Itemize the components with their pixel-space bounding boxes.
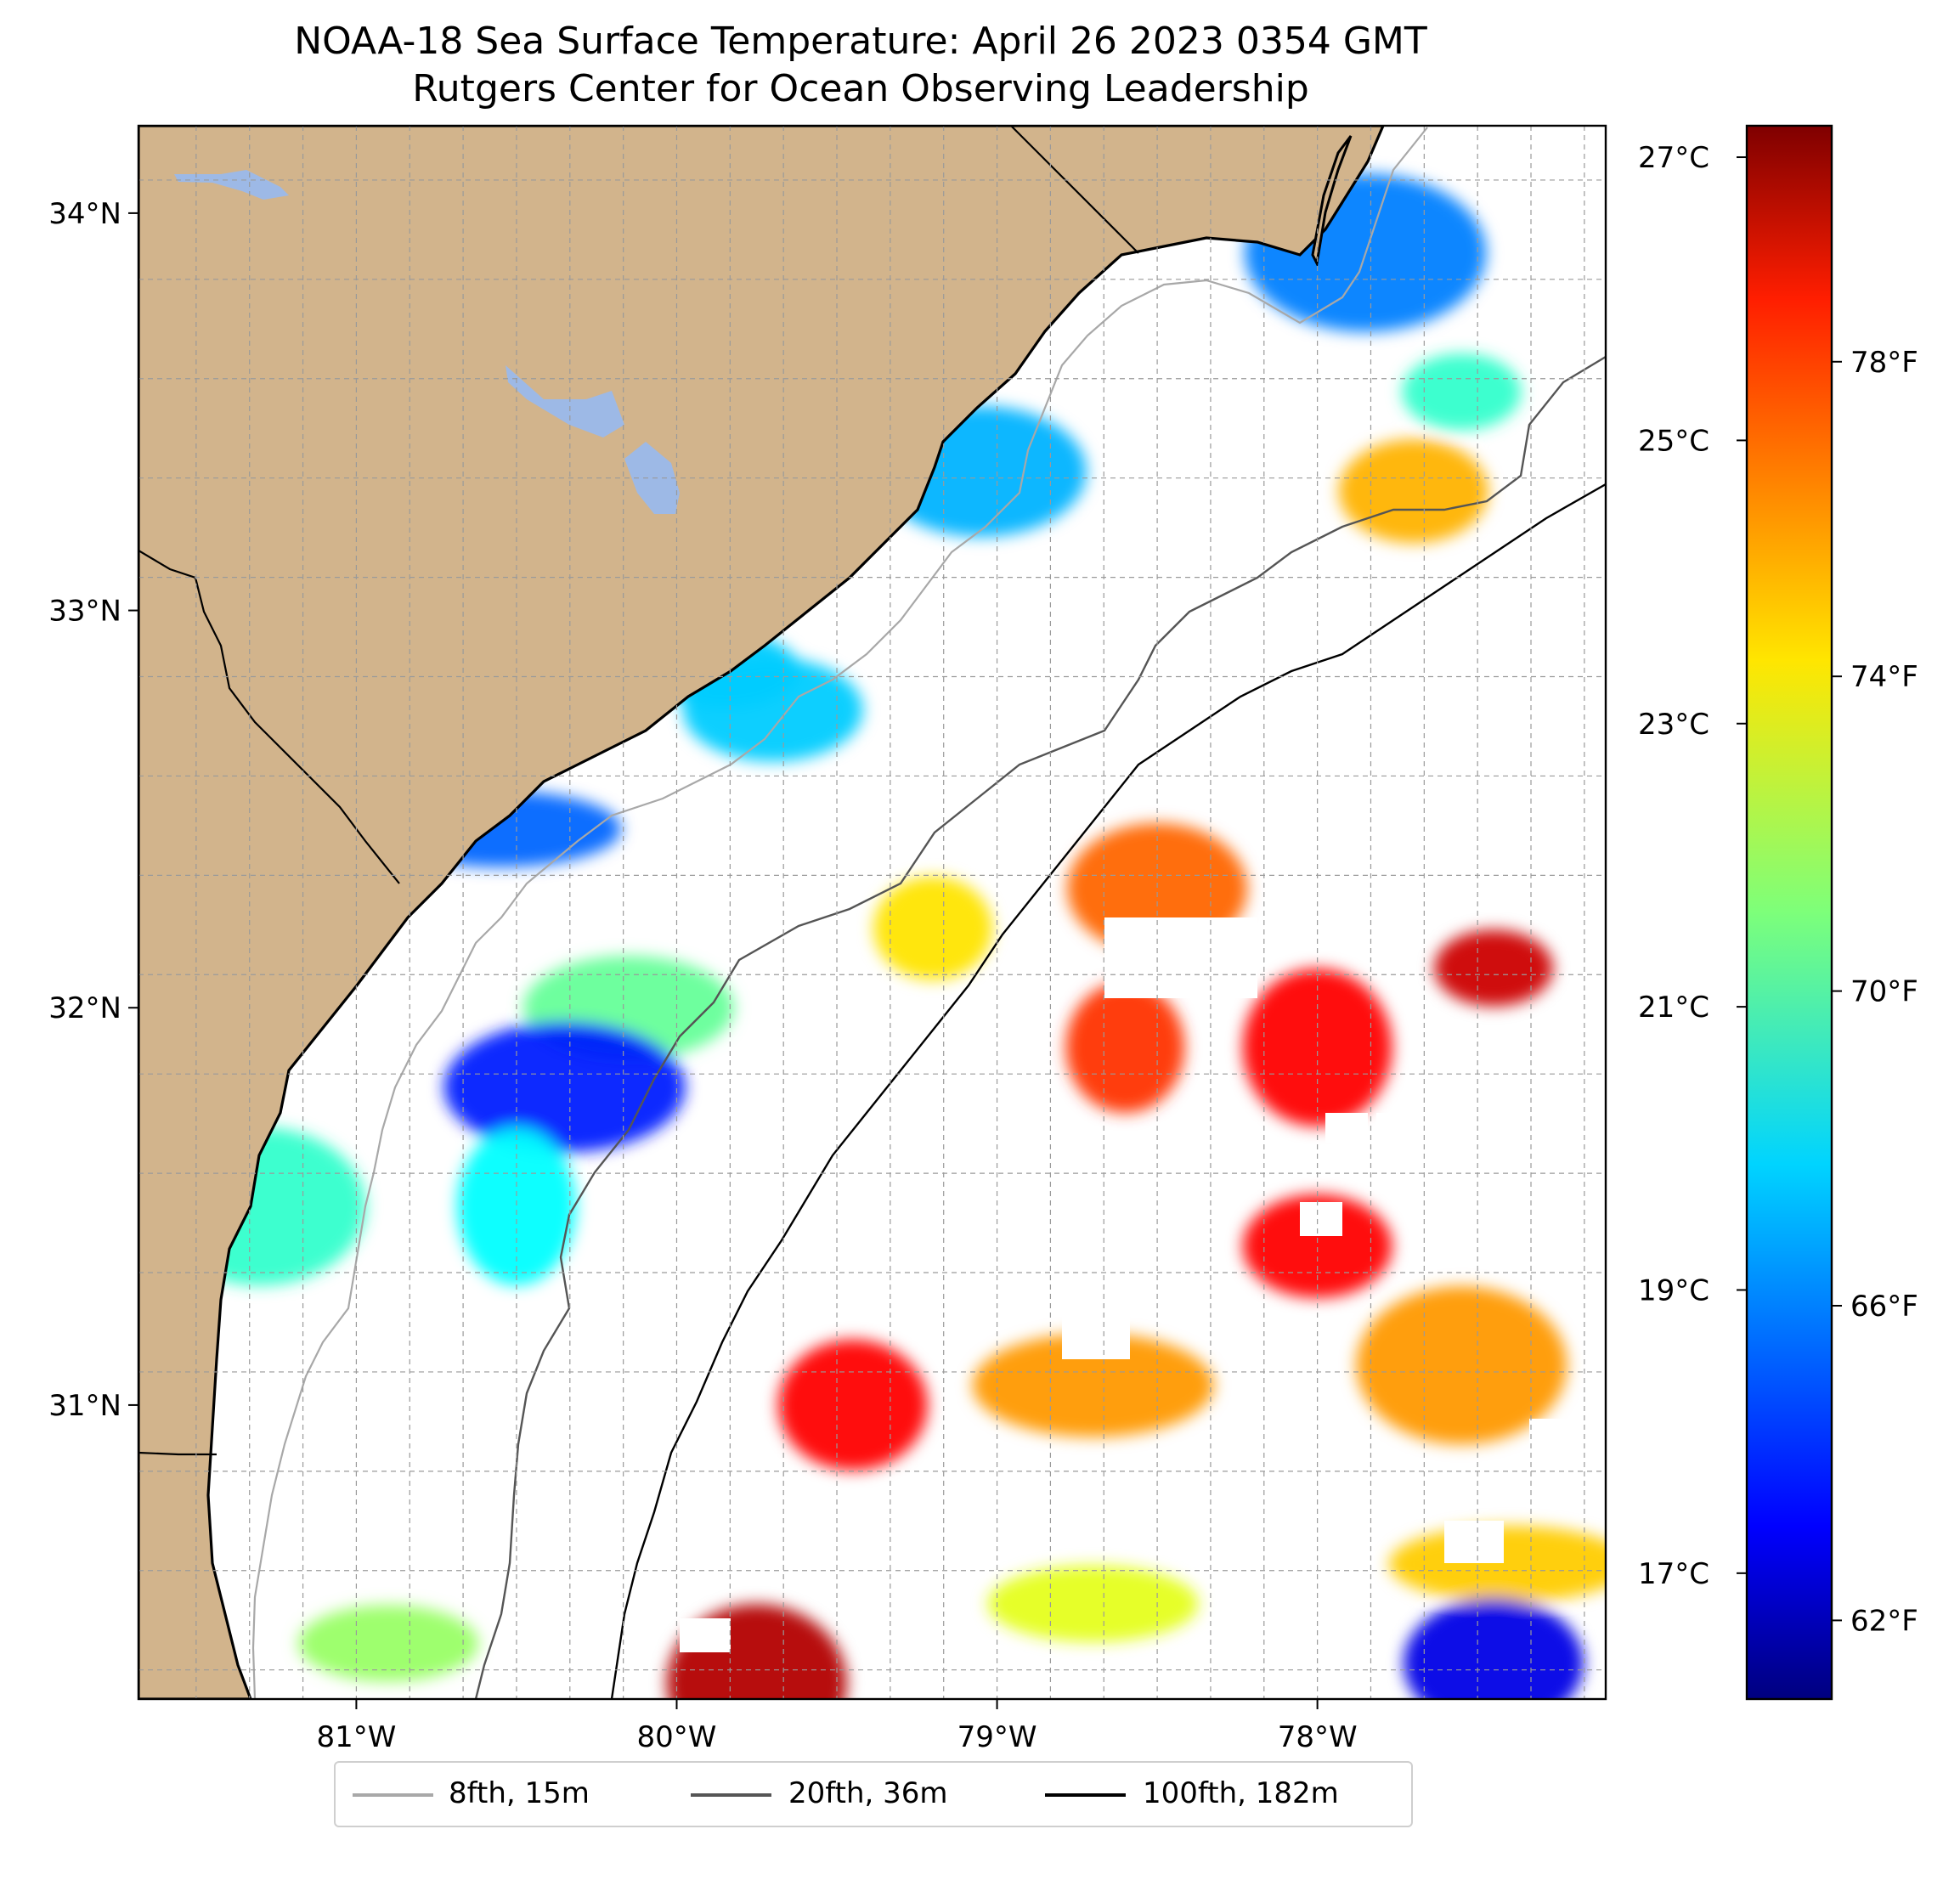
fahrenheit-tick-label: 62°F: [1850, 1604, 1918, 1638]
fahrenheit-tick-label: 66°F: [1850, 1290, 1918, 1324]
celsius-tick-label: 25°C: [1638, 424, 1709, 458]
latitude-axis: 34°N 33°N 32°N 31°N: [48, 197, 138, 1423]
cloud-gap: [803, 1011, 854, 1045]
map-area: [138, 126, 1606, 1699]
lat-tick-label: 32°N: [48, 991, 121, 1025]
cloud-gap: [1529, 1419, 1576, 1465]
cloud-gap: [1376, 1113, 1410, 1143]
celsius-tick-label: 27°C: [1638, 141, 1709, 175]
isobath-100fth: [610, 483, 1606, 1699]
isobaths: [251, 127, 1606, 1699]
sst-region: [972, 1333, 1214, 1437]
fahrenheit-tick-label: 70°F: [1850, 975, 1918, 1009]
sst-region: [873, 876, 993, 980]
coastline-land: [138, 126, 1385, 1699]
isobath-8fth: [251, 127, 1428, 1699]
sst-region: [1242, 1194, 1392, 1298]
fahrenheit-tick-label: 78°F: [1850, 346, 1918, 380]
lat-tick-label: 34°N: [48, 197, 121, 231]
sst-region: [443, 1021, 686, 1153]
state-border-sc-ga: [138, 550, 400, 884]
colorbar-fahrenheit-axis: 78°F 74°F 70°F 66°F 62°F: [1832, 346, 1918, 1638]
figure-title: NOAA-18 Sea Surface Temperature: April 2…: [294, 20, 1427, 63]
longitude-axis: 81°W 80°W 79°W 78°W: [316, 1699, 1358, 1754]
lake-moultrie: [624, 442, 680, 514]
sst-region: [777, 1339, 928, 1471]
cloud-gap: [399, 1164, 433, 1194]
sst-region: [987, 1565, 1199, 1642]
sst-region: [1356, 1286, 1567, 1445]
isobath-legend: 8fth, 15m 20fth, 36m 100fth, 182m: [334, 1761, 1413, 1827]
gridlines: [138, 126, 1606, 1699]
celsius-tick-label: 21°C: [1638, 991, 1709, 1025]
legend-line-20fth: [691, 1793, 771, 1797]
legend-line-100fth: [1045, 1793, 1126, 1797]
hartwell-area-lake: [174, 170, 289, 200]
cloud-gap: [1104, 917, 1257, 998]
legend-line-8fth: [353, 1793, 433, 1797]
sst-region: [1242, 968, 1392, 1127]
lake-marion: [506, 365, 624, 438]
cape-fear-peninsula: [1311, 135, 1353, 268]
map-frame: [137, 124, 1607, 1701]
celsius-tick-label: 19°C: [1638, 1273, 1709, 1307]
state-border-nc-sc: [1010, 126, 1139, 254]
sst-region: [682, 658, 863, 762]
lat-tick-label: 33°N: [48, 595, 121, 629]
colorbar-celsius-axis: 27°C 25°C 23°C 21°C 19°C 17°C: [1638, 141, 1747, 1591]
land-layer: [138, 126, 1385, 1699]
cloud-gap: [1228, 1529, 1274, 1572]
sst-region: [1065, 982, 1185, 1114]
state-border-ga-fl: [138, 1451, 217, 1456]
cloud-gaps: [399, 697, 1576, 1652]
lon-tick-label: 81°W: [316, 1720, 396, 1754]
sst-region: [298, 1605, 479, 1682]
cloud-gap: [1062, 1308, 1130, 1359]
sst-region: [1338, 439, 1488, 544]
sst-region: [1388, 1526, 1606, 1602]
cloud-gap: [884, 1563, 964, 1601]
colorbar-gradient: [1745, 124, 1833, 1701]
cloud-gap: [1325, 1113, 1368, 1143]
lon-tick-label: 80°W: [637, 1720, 717, 1754]
celsius-tick-label: 23°C: [1638, 708, 1709, 742]
celsius-tick-label: 17°C: [1638, 1557, 1709, 1591]
cloud-gap: [1338, 697, 1389, 756]
legend-label-100fth: 100fth, 182m: [1143, 1776, 1339, 1810]
sst-region: [1434, 929, 1554, 1007]
fahrenheit-tick-label: 74°F: [1850, 660, 1918, 694]
cloud-gap: [1444, 1521, 1504, 1563]
cloud-gap: [1300, 1202, 1342, 1236]
legend-label-20fth: 20fth, 36m: [788, 1776, 948, 1810]
figure-subtitle: Rutgers Center for Ocean Observing Leade…: [412, 67, 1309, 110]
legend-label-8fth: 8fth, 15m: [449, 1776, 590, 1810]
sst-region: [1402, 353, 1522, 431]
lat-tick-label: 31°N: [48, 1389, 121, 1423]
colorbar: 27°C 25°C 23°C 21°C 19°C 17°C 78°F 74°F 70°F 66°…: [1638, 124, 1918, 1701]
sst-region: [1404, 1597, 1584, 1699]
isobath-20fth: [474, 355, 1606, 1699]
sst-region: [456, 1127, 576, 1286]
lon-tick-label: 79°W: [957, 1720, 1037, 1754]
cloud-gap: [1436, 748, 1487, 790]
cloud-gap: [680, 1618, 731, 1652]
lon-tick-label: 78°W: [1278, 1720, 1358, 1754]
